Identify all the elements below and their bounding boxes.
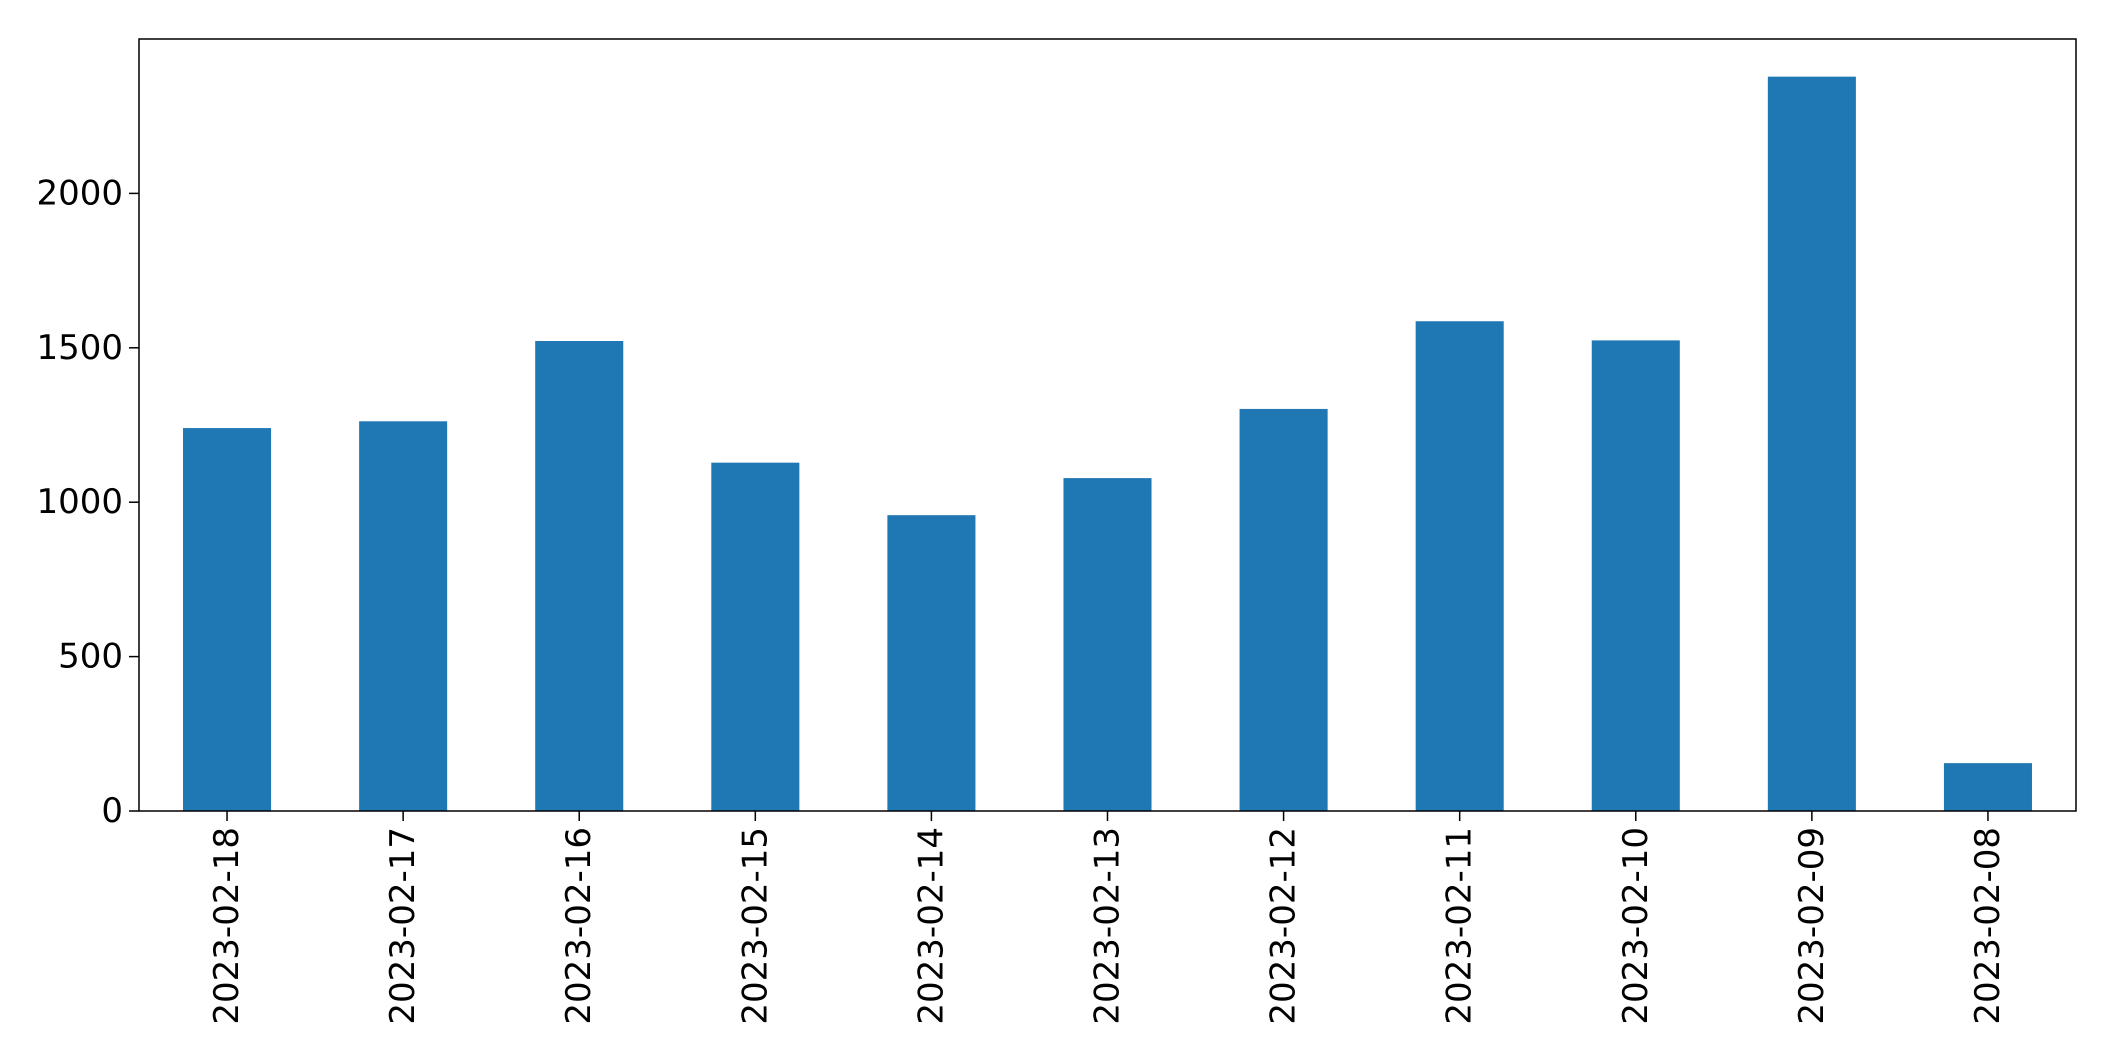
bar-2023-02-15 [711, 462, 800, 811]
bar-2023-02-12 [1239, 408, 1328, 811]
bar-2023-02-10 [1591, 340, 1680, 811]
x-tick-label: 2023-02-15 [735, 827, 775, 1025]
x-tick-label: 2023-02-10 [1616, 827, 1656, 1025]
x-tick-label: 2023-02-17 [383, 827, 423, 1025]
bar-2023-02-17 [359, 421, 448, 811]
bar-2023-02-13 [1063, 478, 1152, 811]
y-tick-label: 2000 [36, 173, 123, 213]
y-tick-label: 1000 [36, 482, 123, 522]
x-tick-label: 2023-02-11 [1440, 827, 1480, 1025]
y-tick-label: 0 [101, 791, 123, 831]
x-tick-label: 2023-02-08 [1968, 827, 2008, 1025]
bars-layer [183, 76, 2032, 812]
bar-2023-02-18 [183, 428, 272, 811]
x-tick-label: 2023-02-12 [1264, 827, 1304, 1025]
bar-2023-02-16 [535, 341, 624, 811]
y-tick-label: 500 [58, 637, 123, 677]
bar-2023-02-14 [887, 515, 976, 811]
x-tick-label: 2023-02-14 [911, 827, 951, 1025]
bar-2023-02-11 [1415, 321, 1504, 811]
x-tick-label: 2023-02-13 [1088, 827, 1128, 1025]
x-tick-label: 2023-02-16 [559, 827, 599, 1025]
x-tick-label: 2023-02-09 [1792, 827, 1832, 1025]
x-axis: 2023-02-18 2023-02-17 2023-02-16 2023-02-15… [207, 811, 2008, 1025]
x-tick-label: 2023-02-18 [207, 827, 247, 1025]
bar-2023-02-08 [1943, 763, 2032, 811]
y-tick-label: 1500 [36, 328, 123, 368]
y-axis: 0 500 1000 1500 2000 [36, 173, 139, 831]
bar-2023-02-09 [1767, 76, 1856, 812]
